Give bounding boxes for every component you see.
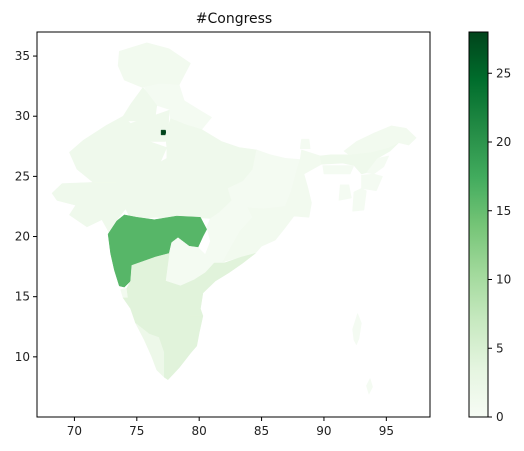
colorbar (468, 31, 489, 418)
y-tick-label: 20 (15, 230, 30, 244)
colorbar-tick-label: 5 (496, 341, 504, 355)
region-arunachal-pradesh (343, 125, 417, 155)
region-madhya-pradesh (124, 157, 232, 219)
y-axis-ticks: 10 15 20 25 30 35 (15, 49, 37, 364)
x-tick-label: 70 (67, 424, 82, 438)
region-manipur (361, 173, 383, 192)
colorbar-tick-label: 15 (496, 204, 511, 218)
y-tick-label: 30 (15, 109, 30, 123)
chart-title: #Congress (196, 11, 272, 27)
y-tick-label: 35 (15, 49, 30, 63)
colorbar-tick-label: 20 (496, 135, 511, 149)
x-tick-label: 80 (192, 424, 207, 438)
x-tick-label: 90 (316, 424, 331, 438)
axes-frame (36, 31, 431, 418)
x-tick-label: 85 (254, 424, 269, 438)
colorbar-tick-label: 0 (496, 410, 504, 424)
x-axis-ticks: 70 75 80 85 90 95 (67, 417, 394, 438)
x-tick-label: 75 (129, 424, 144, 438)
region-meghalaya (322, 165, 355, 175)
region-nicobar-islands (366, 377, 373, 395)
region-odisha (222, 206, 295, 263)
region-mizoram (352, 188, 367, 212)
region-nagaland (365, 155, 390, 175)
colorbar-tick-label: 25 (496, 66, 511, 80)
region-delhi (160, 129, 167, 136)
region-tripura (338, 184, 352, 201)
region-sikkim (299, 138, 311, 149)
colorbar-tick-label: 10 (496, 273, 511, 287)
y-tick-label: 10 (15, 350, 30, 364)
map-regions (51, 42, 417, 395)
y-tick-label: 25 (15, 169, 30, 183)
y-tick-label: 15 (15, 290, 30, 304)
region-tamil-nadu (158, 315, 204, 381)
region-jammu-kashmir (117, 42, 191, 88)
x-tick-label: 95 (379, 424, 394, 438)
region-andaman-nicobar-islands (352, 312, 362, 346)
colorbar-ticks: 0 5 10 15 20 25 (488, 66, 511, 424)
